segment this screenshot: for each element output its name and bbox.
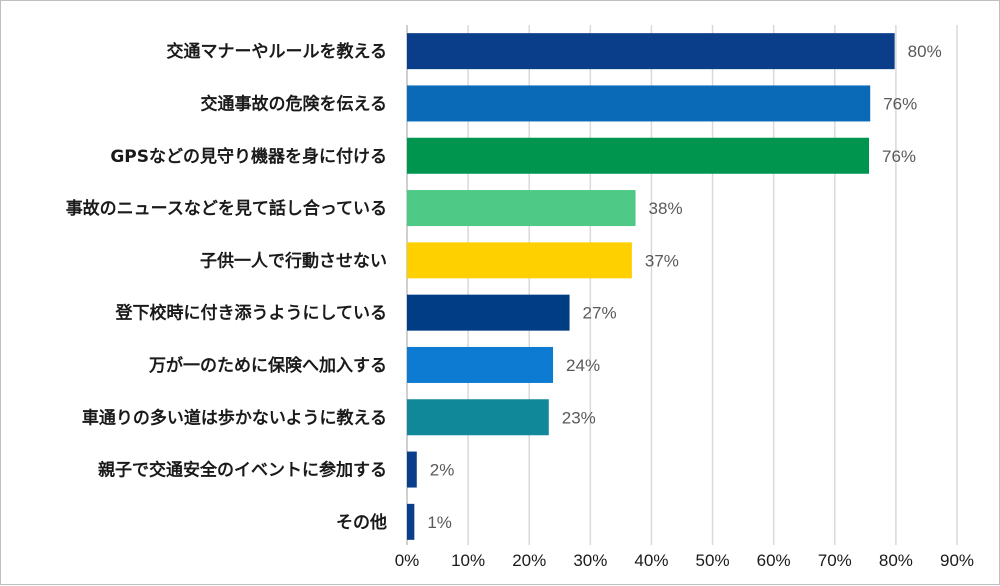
x-tick-label: 70% [818, 551, 852, 570]
category-label: 登下校時に付き添うようにしている [115, 303, 388, 324]
data-label: 2% [430, 461, 455, 480]
bar [407, 451, 417, 488]
bar [407, 137, 869, 174]
data-label: 24% [566, 356, 600, 375]
bar [407, 503, 415, 540]
data-label: 1% [427, 513, 452, 532]
x-tick-label: 20% [512, 551, 546, 570]
x-tick-label: 50% [696, 551, 730, 570]
category-label: 事故のニュースなどを見て話し合っている [66, 198, 387, 219]
category-label: 親子で交通安全のイベントに参加する [98, 460, 387, 481]
data-label: 38% [649, 199, 683, 218]
x-tick-label: 10% [451, 551, 485, 570]
category-label: 交通マナーやルールを教える [167, 41, 388, 62]
x-tick-label: 40% [634, 551, 668, 570]
data-label: 23% [562, 408, 596, 427]
bar [407, 294, 570, 331]
bar [407, 190, 636, 227]
bar [407, 346, 554, 383]
category-label: 万が一のために保険へ加入する [148, 355, 387, 376]
data-label: 80% [908, 42, 942, 61]
x-tick-label: 80% [879, 551, 913, 570]
category-label: その他 [336, 512, 387, 533]
category-label: 交通事故の危険を伝える [201, 93, 388, 114]
bar [407, 242, 632, 279]
x-tick-label: 90% [940, 551, 974, 570]
data-label: 76% [882, 147, 916, 166]
x-tick-label: 60% [757, 551, 791, 570]
category-label: 子供一人で行動させない [200, 250, 387, 271]
category-label: GPSなどの見守り機器を身に付ける [110, 146, 387, 167]
bar [407, 33, 895, 70]
data-label: 76% [883, 94, 917, 113]
data-label: 27% [583, 304, 617, 323]
bar [407, 85, 871, 122]
x-tick-label: 0% [395, 551, 420, 570]
x-tick-label: 30% [573, 551, 607, 570]
bar [407, 399, 549, 436]
category-label: 車通りの多い道は歩かないように教える [82, 407, 387, 428]
data-label: 37% [645, 251, 679, 270]
